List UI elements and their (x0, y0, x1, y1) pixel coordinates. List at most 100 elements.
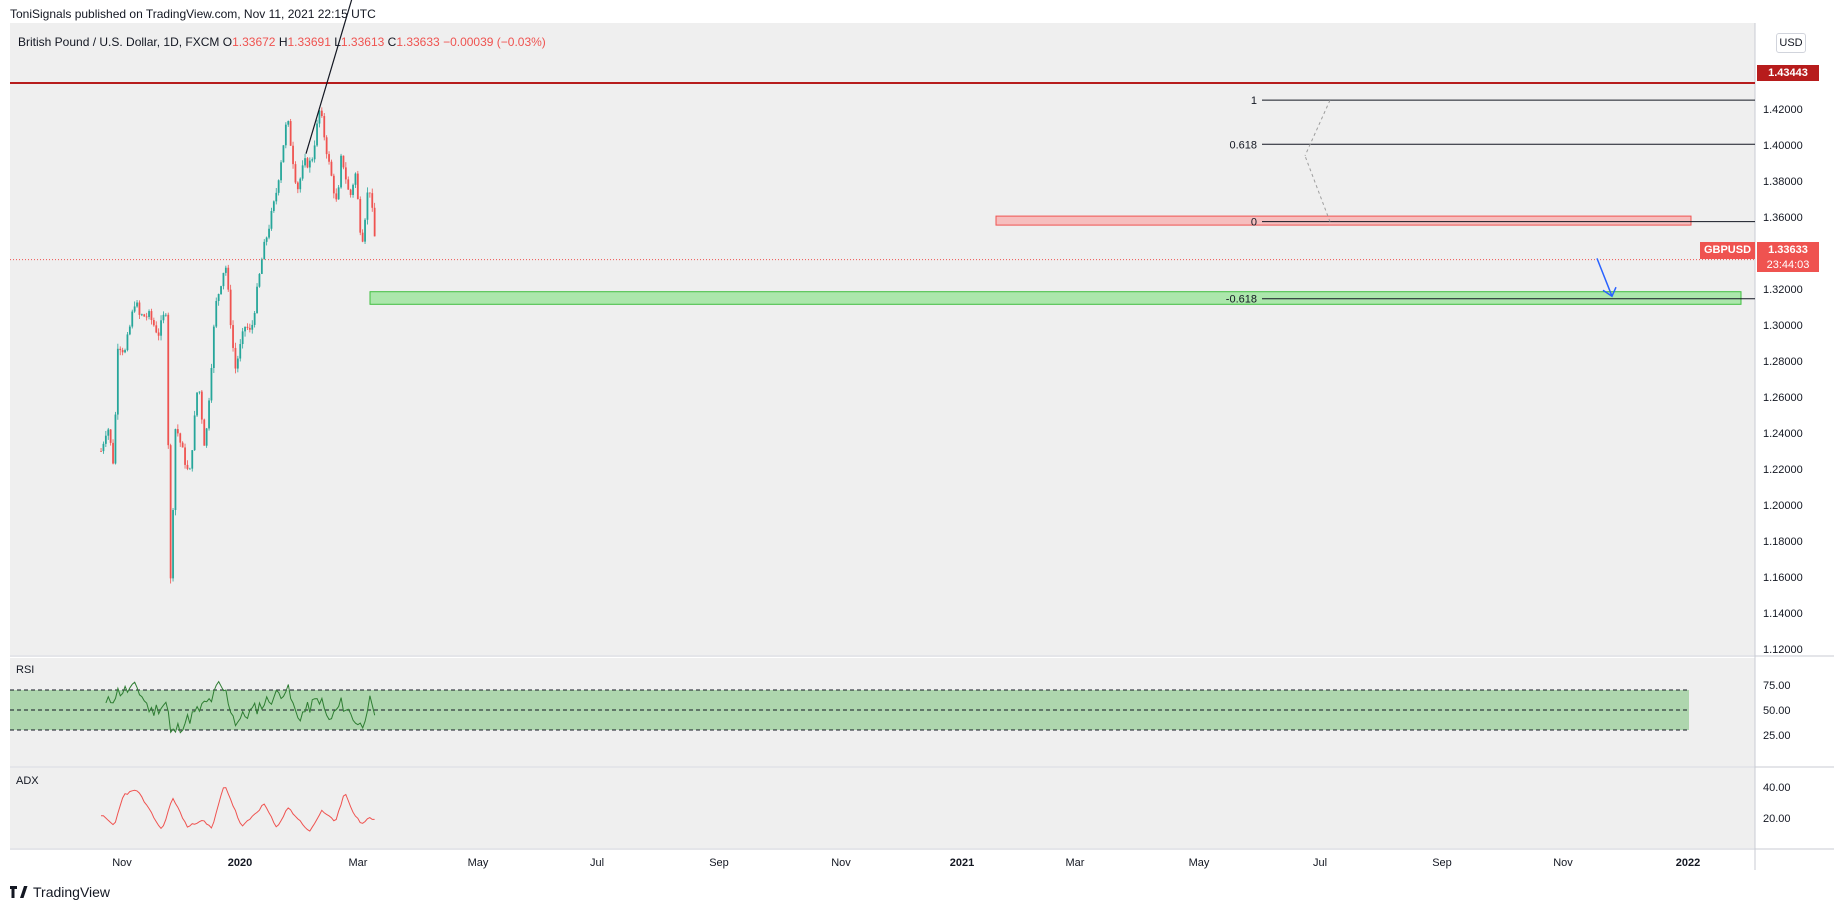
candle-body (361, 232, 364, 242)
candle-body (222, 272, 225, 287)
time-axis-tick: Nov (112, 857, 132, 869)
candle-body (119, 348, 122, 351)
candle-body (229, 289, 232, 326)
symbol-legend: British Pound / U.S. Dollar, 1D, FXCM O1… (18, 35, 546, 49)
time-axis-tick: Mar (349, 857, 368, 869)
publish-header: ToniSignals published on TradingView.com… (10, 7, 376, 21)
candle-body (299, 178, 302, 190)
candle-body (277, 180, 280, 193)
rsi-line (105, 680, 376, 734)
time-axis-tick: Sep (709, 857, 729, 869)
price-axis-tick: 1.38000 (1763, 176, 1803, 188)
high-value: 1.33691 (287, 35, 331, 49)
candle-body (208, 400, 210, 429)
candle-body (313, 145, 316, 160)
price-axis-tick: 1.18000 (1763, 536, 1803, 548)
candle-body (212, 326, 215, 369)
candle-body (157, 332, 160, 336)
candle-body (193, 415, 196, 451)
time-axis-tick: Nov (831, 857, 851, 869)
time-axis-tick: May (468, 857, 489, 869)
candle-body (234, 347, 237, 369)
candle-body (287, 121, 290, 125)
candle-body (311, 159, 314, 161)
candle-body (244, 326, 246, 332)
time-axis-tick: Jul (590, 857, 604, 869)
candle-body (140, 314, 143, 316)
candle-body (263, 241, 266, 260)
adx-axis-tick: 40.00 (1763, 782, 1791, 794)
candle-body (138, 302, 141, 315)
price-pane-bg (10, 23, 1755, 655)
last-price-tag: 1.33633 (1757, 242, 1819, 258)
change-value: −0.00039 (−0.03%) (443, 35, 546, 49)
candle-body (152, 320, 155, 326)
candle-body (328, 154, 330, 162)
candle-body (109, 429, 112, 443)
rsi-axis-tick: 25.00 (1763, 730, 1791, 742)
candle-body (128, 326, 131, 335)
candle-body (301, 165, 304, 179)
candle-body (155, 325, 158, 333)
candle-body (104, 435, 107, 444)
adx-pane-bg (10, 768, 1755, 848)
low-value: 1.33613 (340, 35, 385, 49)
candle-body (318, 110, 321, 124)
candle-body (344, 167, 347, 180)
candle-body (164, 314, 167, 316)
candle-body (272, 201, 275, 211)
footer: TradingView (10, 884, 110, 900)
candle-body (124, 350, 126, 353)
candle-body (256, 286, 258, 314)
candle-body (224, 267, 227, 273)
candle-body (112, 442, 114, 464)
price-axis-tick: 1.22000 (1763, 464, 1803, 476)
candle-body (258, 273, 261, 287)
candle-body (270, 210, 273, 229)
candle-body (160, 320, 162, 336)
candle-body (275, 192, 278, 202)
tradingview-logo-icon (10, 886, 28, 898)
candle-body (320, 110, 323, 117)
candle-body (364, 219, 366, 242)
time-axis-tick: Jul (1313, 857, 1327, 869)
candle-body (356, 173, 359, 200)
candle-body (107, 429, 110, 436)
footer-brand: TradingView (33, 884, 111, 900)
candle-body (126, 334, 129, 351)
adx-axis-tick: 20.00 (1763, 813, 1791, 825)
candle-body (220, 286, 222, 294)
candle-body (284, 124, 287, 146)
close-value: 1.33633 (396, 35, 440, 49)
candle-body (167, 314, 170, 446)
candle-body (236, 358, 239, 369)
candle-body (368, 192, 371, 194)
symbol-title: British Pound / U.S. Dollar, 1D, FXCM (18, 35, 220, 49)
fib-level-label: 0.618 (1229, 139, 1257, 151)
price-axis-tick: 1.36000 (1763, 212, 1803, 224)
high-label: H (278, 35, 288, 49)
time-axis-tick: Nov (1553, 857, 1573, 869)
candle-body (241, 331, 244, 345)
price-axis-tick: 1.40000 (1763, 140, 1803, 152)
demand-zone (369, 291, 1742, 305)
time-axis-tick: May (1189, 857, 1210, 869)
time-axis-tick: 2021 (950, 857, 974, 869)
open-value: 1.33672 (232, 35, 276, 49)
currency-button[interactable]: USD (1776, 33, 1806, 53)
candle-body (176, 429, 179, 434)
price-axis-tick: 1.24000 (1763, 428, 1803, 440)
symbol-tag: GBPUSD (1700, 242, 1755, 259)
candles (100, 107, 376, 584)
candle-body (304, 158, 306, 166)
price-axis-tick: 1.32000 (1763, 284, 1803, 296)
candle-body (215, 300, 218, 327)
candle-body (239, 344, 242, 359)
fib-level-label: -0.618 (1226, 294, 1257, 306)
candle-body (217, 293, 220, 301)
candle-body (316, 123, 318, 146)
open-label: O (222, 35, 233, 49)
candle-body (352, 184, 354, 195)
price-axis-tick: 1.16000 (1763, 572, 1803, 584)
